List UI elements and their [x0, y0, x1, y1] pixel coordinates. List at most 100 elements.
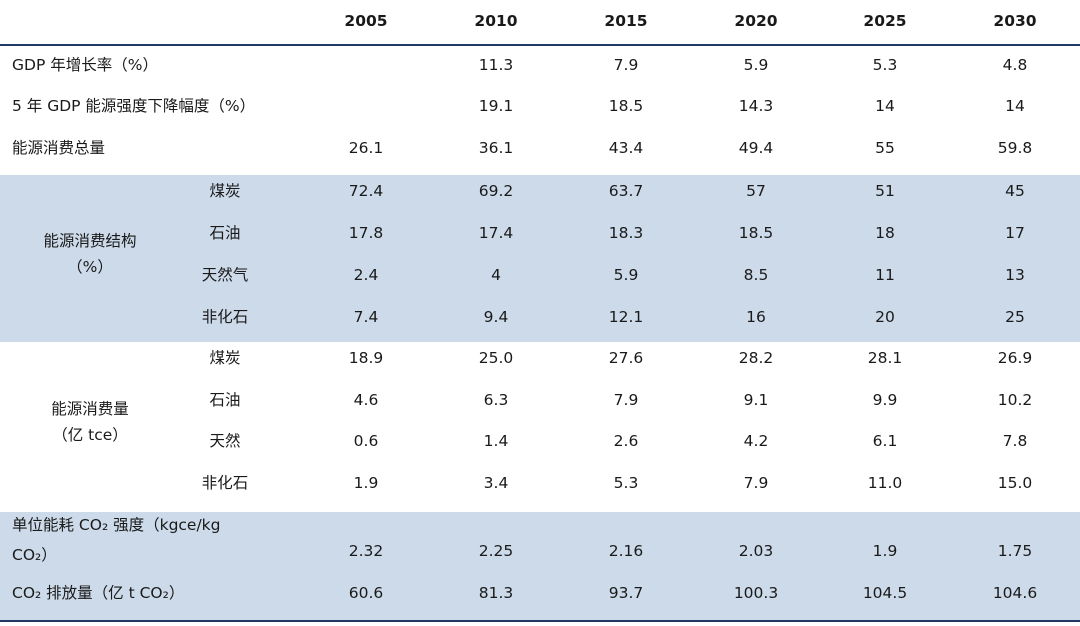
table-cell: 5.3: [872, 56, 898, 74]
table-cell: 11: [875, 266, 895, 284]
table-cell: 2.6: [613, 432, 639, 450]
table-cell: 7.9: [743, 474, 769, 492]
table-cell: 7.9: [613, 56, 639, 74]
year-header: 2015: [604, 12, 648, 30]
table-cell: 4: [491, 266, 501, 284]
table-cell: 11.0: [867, 474, 903, 492]
table-cell: 26.1: [348, 139, 384, 157]
table-cell: 7.8: [1002, 432, 1028, 450]
table-cell: 60.6: [348, 584, 384, 602]
co2-band: [0, 512, 1080, 620]
table-cell: 1.75: [997, 542, 1033, 560]
table-cell: 100.3: [733, 584, 779, 602]
table-cell: 12.1: [608, 308, 644, 326]
table-cell: 69.2: [478, 182, 514, 200]
row-label-co2-intensity: 单位能耗 CO₂ 强度（kgce/kg CO₂）: [12, 510, 221, 570]
table-cell: 36.1: [478, 139, 514, 157]
table-cell: 18: [875, 224, 895, 242]
table-cell: 17.8: [348, 224, 384, 242]
group-label-line: （%）: [67, 258, 113, 276]
year-header: 2025: [863, 12, 907, 30]
table-cell: 11.3: [478, 56, 514, 74]
table-cell: 0.6: [353, 432, 379, 450]
table-cell: 3.4: [483, 474, 509, 492]
year-header: 2030: [993, 12, 1037, 30]
table-cell: 19.1: [478, 97, 514, 115]
table-cell: 9.9: [872, 391, 898, 409]
table-cell: 8.5: [743, 266, 769, 284]
table-cell: 63.7: [608, 182, 644, 200]
table-cell: 81.3: [478, 584, 514, 602]
sub-label: 非化石: [201, 474, 249, 492]
table-cell: 17.4: [478, 224, 514, 242]
group-label-structure: 能源消费结构 （%）: [15, 228, 165, 280]
table-cell: 55: [875, 139, 895, 157]
row-label-gdp-growth: GDP 年增长率（%）: [12, 56, 158, 74]
table-cell: 4.2: [743, 432, 769, 450]
bottom-rule: [0, 620, 1080, 622]
table-cell: 5.9: [743, 56, 769, 74]
table-cell: 2.25: [478, 542, 514, 560]
sub-label: 石油: [209, 224, 241, 242]
table-cell: 104.5: [862, 584, 908, 602]
table-cell: 1.9: [353, 474, 379, 492]
row-label-line: CO₂）: [12, 546, 57, 564]
table-cell: 6.1: [872, 432, 898, 450]
table-cell: 6.3: [483, 391, 509, 409]
table-cell: 45: [1005, 182, 1025, 200]
table-cell: 26.9: [997, 349, 1033, 367]
structure-band: [0, 175, 1080, 342]
group-label-line: （亿 tce）: [52, 426, 128, 444]
table-cell: 104.6: [992, 584, 1038, 602]
year-header: 2020: [734, 12, 778, 30]
table-cell: 27.6: [608, 349, 644, 367]
year-header: 2010: [474, 12, 518, 30]
table-cell: 2.32: [348, 542, 384, 560]
table-cell: 4.6: [353, 391, 379, 409]
table-cell: 15.0: [997, 474, 1033, 492]
table-cell: 5.9: [613, 266, 639, 284]
group-label-line: 能源消费结构: [43, 232, 137, 250]
sub-label: 天然: [209, 432, 241, 450]
table-cell: 1.4: [483, 432, 509, 450]
row-label-co2-emissions: CO₂ 排放量（亿 t CO₂）: [12, 584, 185, 602]
table-cell: 18.5: [608, 97, 644, 115]
table-cell: 57: [746, 182, 766, 200]
table-cell: 13: [1005, 266, 1025, 284]
sub-label: 煤炭: [209, 182, 241, 200]
table-cell: 2.16: [608, 542, 644, 560]
table-cell: 93.7: [608, 584, 644, 602]
table-cell: 2.4: [353, 266, 379, 284]
table-cell: 7.4: [353, 308, 379, 326]
table-cell: 14: [1005, 97, 1025, 115]
table-cell: 72.4: [348, 182, 384, 200]
table-cell: 25.0: [478, 349, 514, 367]
table-cell: 43.4: [608, 139, 644, 157]
row-label-gdp-intensity: 5 年 GDP 能源强度下降幅度（%）: [12, 97, 256, 115]
sub-label: 非化石: [201, 308, 249, 326]
table-cell: 28.2: [738, 349, 774, 367]
group-label-line: 能源消费量: [51, 400, 129, 418]
table-cell: 18.5: [738, 224, 774, 242]
year-header: 2005: [344, 12, 388, 30]
row-label-total-energy: 能源消费总量: [12, 139, 106, 157]
table-cell: 59.8: [997, 139, 1033, 157]
row-label-line: 单位能耗 CO₂ 强度（kgce/kg: [12, 516, 221, 534]
table-cell: 9.1: [743, 391, 769, 409]
table-cell: 18.3: [608, 224, 644, 242]
table-cell: 49.4: [738, 139, 774, 157]
table-cell: 14.3: [738, 97, 774, 115]
sub-label: 煤炭: [209, 349, 241, 367]
sub-label: 天然气: [201, 266, 249, 284]
table-cell: 1.9: [872, 542, 898, 560]
table-cell: 28.1: [867, 349, 903, 367]
table-cell: 14: [875, 97, 895, 115]
table-cell: 20: [875, 308, 895, 326]
table-cell: 16: [746, 308, 766, 326]
table-cell: 2.03: [738, 542, 774, 560]
table-cell: 4.8: [1002, 56, 1028, 74]
table-cell: 25: [1005, 308, 1025, 326]
table-cell: 9.4: [483, 308, 509, 326]
table-cell: 51: [875, 182, 895, 200]
